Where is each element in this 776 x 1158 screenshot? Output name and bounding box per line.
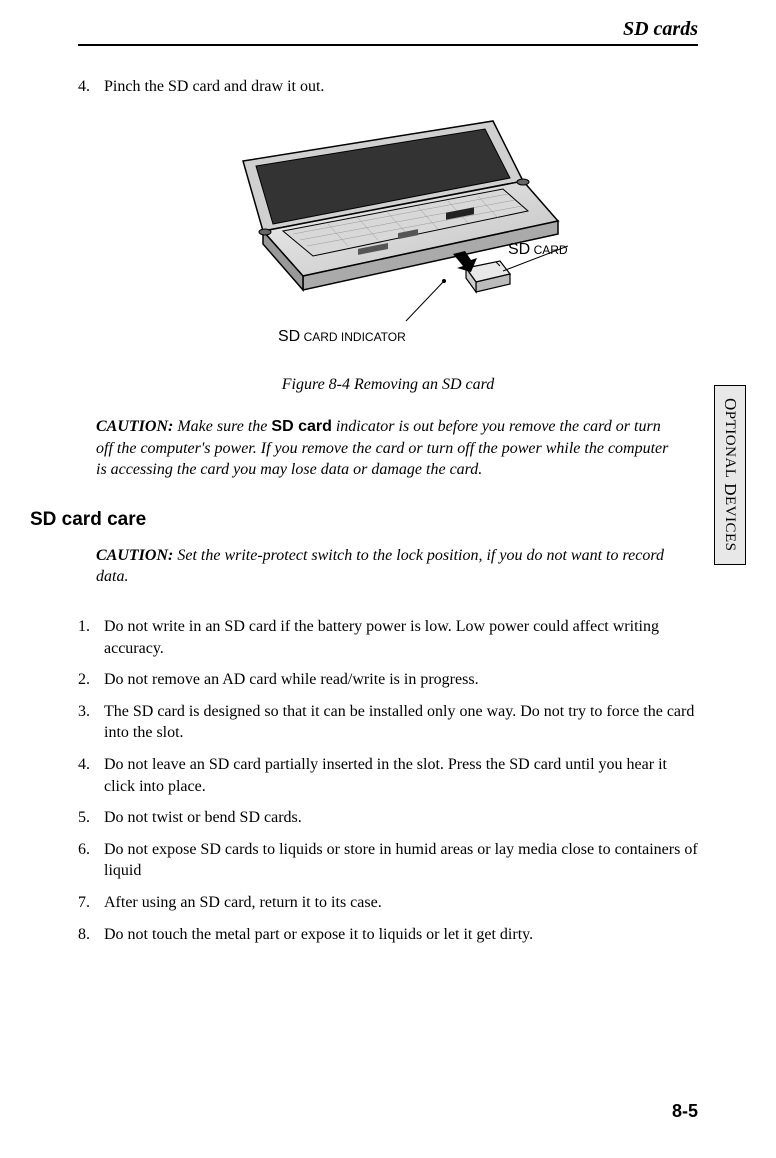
side-tab: OPTIONAL DEVICES (714, 385, 746, 565)
step-text: Pinch the SD card and draw it out. (104, 78, 698, 96)
label-sd-card: SD CARD (508, 241, 568, 259)
side-tab-inner: OPTIONAL DEVICES (714, 385, 746, 565)
laptop-illustration (208, 116, 568, 326)
list-item: 4.Do not leave an SD card partially inse… (78, 754, 698, 797)
caution-label: CAUTION: (96, 547, 173, 564)
intro-step: 4. Pinch the SD card and draw it out. (78, 78, 698, 96)
figure-caption: Figure 8-4 Removing an SD card (78, 376, 698, 394)
page-header: SD cards (623, 18, 698, 41)
list-item: 1.Do not write in an SD card if the batt… (78, 616, 698, 659)
header-rule (78, 44, 698, 46)
list-item: 8.Do not touch the metal part or expose … (78, 924, 698, 946)
caution-1: CAUTION: Make sure the SD card indicator… (96, 416, 680, 481)
page-number: 8-5 (672, 1101, 698, 1122)
figure: SD CARD SD CARD INDICATOR (78, 116, 698, 346)
bold-sd-card: SD card (271, 418, 331, 435)
label-sd-indicator: SD CARD INDICATOR (278, 328, 406, 346)
caution-label: CAUTION: (96, 418, 173, 435)
step-number: 4. (78, 78, 104, 96)
list-item: 6.Do not expose SD cards to liquids or s… (78, 839, 698, 882)
care-list: 1.Do not write in an SD card if the batt… (78, 616, 698, 945)
list-item: 3.The SD card is designed so that it can… (78, 701, 698, 744)
side-tab-text: OPTIONAL DEVICES (720, 398, 740, 551)
section-heading: SD card care (30, 509, 698, 531)
list-item: 7.After using an SD card, return it to i… (78, 892, 698, 914)
list-item: 5.Do not twist or bend SD cards. (78, 807, 698, 829)
caution-2: CAUTION: Set the write-protect switch to… (96, 545, 680, 588)
content-area: 4. Pinch the SD card and draw it out. (78, 78, 698, 955)
list-item: 2.Do not remove an AD card while read/wr… (78, 669, 698, 691)
